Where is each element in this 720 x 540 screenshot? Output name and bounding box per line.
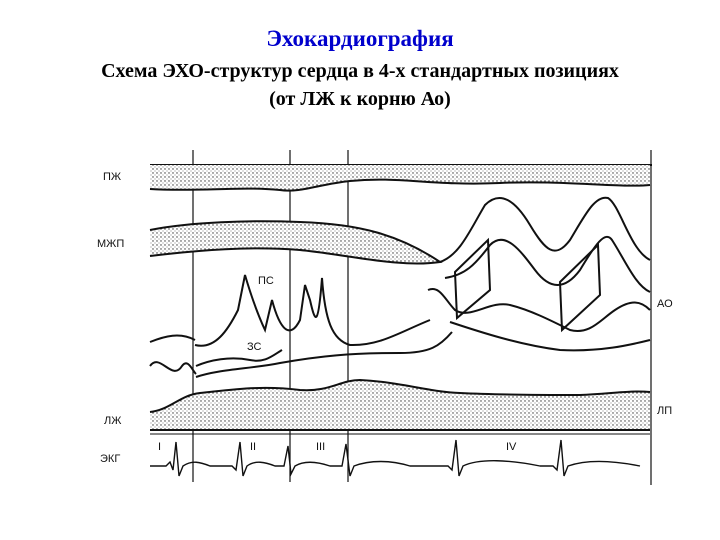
structure-label: ЛЖ bbox=[104, 415, 121, 427]
structure-label: ЗС bbox=[247, 341, 262, 353]
structure-label: ПЖ bbox=[103, 171, 121, 183]
structure-label: ПС bbox=[258, 275, 274, 287]
subtitle: Схема ЭХО-структур сердца в 4-х стандарт… bbox=[101, 60, 619, 82]
structure-label: АО bbox=[657, 298, 673, 310]
subtitle: (от ЛЖ к корню Ао) bbox=[269, 88, 451, 110]
structure-label: ЭКГ bbox=[100, 453, 120, 465]
title: Эхокардиография bbox=[266, 26, 454, 51]
structure-label: МЖП bbox=[97, 238, 124, 250]
structure-label: ЛП bbox=[657, 405, 672, 417]
structure-label: IV bbox=[506, 441, 517, 453]
structure-label: II bbox=[250, 441, 256, 453]
structure-label: III bbox=[316, 441, 325, 453]
structure-label: I bbox=[158, 441, 161, 453]
